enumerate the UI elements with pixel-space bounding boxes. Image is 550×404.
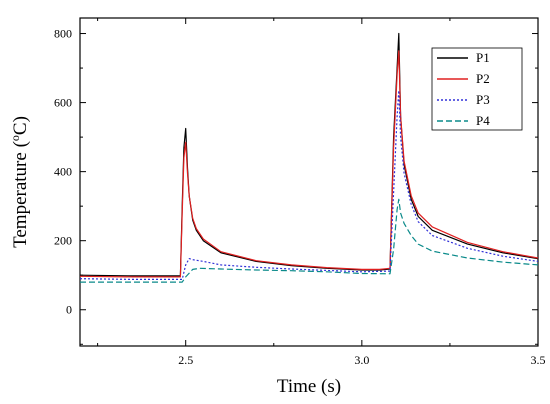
series-line-p2: [80, 50, 538, 278]
legend-box: [431, 47, 523, 131]
legend-label-p4: P4: [476, 113, 490, 128]
legend-label-p1: P1: [476, 50, 490, 65]
y-tick-label: 800: [54, 27, 72, 41]
y-tick-label: 600: [54, 96, 72, 110]
series-layer: [80, 32, 538, 283]
plot-frame: [79, 17, 539, 347]
legend: P1 P2 P3 P4: [431, 47, 523, 131]
x-tick-label: 2.5: [178, 353, 193, 367]
y-axis-title-sup: o: [8, 135, 22, 141]
legend-label-p3: P3: [476, 92, 490, 107]
legend-label-p2: P2: [476, 71, 490, 86]
series-line-p4: [80, 198, 538, 283]
x-axis-title: Time (s): [277, 376, 341, 397]
y-axis-title-unit: C): [10, 116, 31, 135]
svg-text:Temperature (oC): Temperature (oC): [8, 116, 31, 248]
y-tick-label: 0: [66, 303, 72, 317]
y-axis-title-main: Temperature (: [10, 141, 31, 248]
y-axis-title: Temperature (oC): [8, 116, 31, 248]
y-tick-label: 400: [54, 165, 72, 179]
x-tick-label: 3.0: [354, 353, 369, 367]
y-tick-label: 200: [54, 234, 72, 248]
x-tick-label: 3.5: [531, 353, 546, 367]
series-line-p1: [80, 32, 538, 277]
axis-tick-labels: 2.5 3.0 3.5 0 200 400 600 800: [54, 27, 546, 367]
